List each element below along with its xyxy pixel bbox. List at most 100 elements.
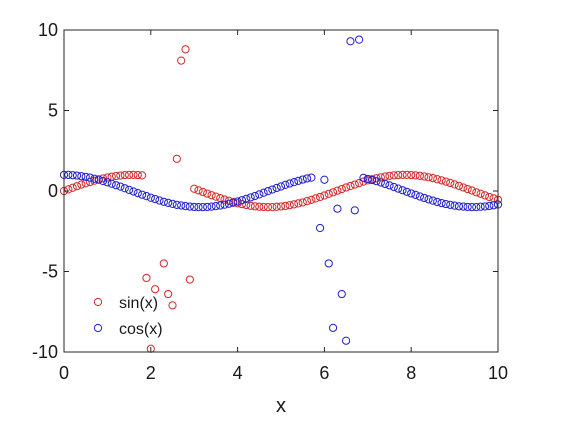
data-point-cos (480, 202, 490, 211)
data-point-cos (394, 184, 403, 193)
data-point-sin (467, 186, 477, 195)
data-point-sin (263, 203, 273, 212)
data-point-cos (159, 197, 168, 206)
data-point-sin (125, 170, 134, 179)
data-point-sin (220, 195, 229, 204)
data-point-sin (342, 183, 351, 192)
data-point-sin (177, 56, 186, 65)
data-point-cos (90, 174, 99, 183)
data-point-sin (120, 170, 129, 180)
data-point-sin (111, 171, 121, 181)
data-point-cos (298, 175, 307, 184)
data-point-sin (259, 202, 268, 212)
data-point-sin (242, 200, 251, 210)
data-point-sin (359, 177, 368, 186)
data-point-cos (415, 192, 424, 201)
data-point-sin (328, 188, 338, 197)
data-point-cos (359, 173, 368, 182)
data-point-cos (307, 173, 316, 182)
data-point-sin (433, 175, 442, 184)
data-point-sin (181, 45, 190, 54)
y-tick-label: -10 (32, 342, 58, 362)
legend-marker-sin (93, 297, 103, 307)
data-point-cos (177, 201, 186, 210)
data-point-cos (446, 200, 455, 209)
data-point-cos (450, 201, 459, 210)
data-point-cos (428, 196, 437, 205)
data-point-cos (151, 194, 160, 204)
data-point-cos (368, 175, 377, 185)
data-point-sin (289, 200, 299, 209)
data-point-sin (307, 195, 316, 204)
data-point-sin (294, 199, 303, 208)
data-point-cos (142, 192, 151, 201)
data-point-cos (172, 200, 181, 209)
data-point-cos (103, 178, 112, 187)
data-point-sin (472, 188, 481, 197)
data-point-cos (342, 336, 351, 345)
x-tick-label: 0 (59, 363, 69, 383)
x-axis-label: x (276, 395, 286, 417)
data-point-cos (259, 188, 268, 197)
data-point-sin (337, 184, 346, 194)
x-tick-label: 6 (319, 363, 329, 383)
data-point-cos (125, 185, 134, 194)
data-point-sin (315, 192, 325, 202)
legend: sin(x) cos(x) (93, 295, 163, 338)
data-point-cos (138, 190, 147, 199)
data-point-cos (242, 194, 251, 203)
data-point-sin (385, 171, 394, 180)
data-point-cos (77, 172, 86, 181)
data-point-sin (268, 203, 277, 212)
data-point-sin (372, 174, 381, 183)
data-point-sin (129, 170, 138, 179)
data-point-cos (281, 180, 290, 189)
data-point-sin (428, 174, 437, 183)
x-tick-label: 10 (488, 363, 508, 383)
data-point-sin (298, 198, 307, 207)
data-point-cos (424, 195, 433, 204)
data-point-cos (116, 182, 125, 191)
data-point-sin (415, 171, 424, 180)
data-point-cos (420, 193, 429, 203)
data-point-cos (289, 178, 299, 187)
data-point-cos (463, 202, 472, 212)
legend-marker-cos (93, 323, 103, 333)
data-point-cos (328, 323, 338, 332)
y-tick-label: -5 (42, 262, 58, 282)
data-point-cos (198, 203, 207, 212)
data-point-cos (94, 175, 103, 184)
data-point-sin (424, 173, 433, 182)
data-point-sin (476, 189, 485, 198)
data-point-sin (485, 192, 494, 202)
data-point-sin (446, 178, 455, 188)
data-point-cos (181, 202, 190, 211)
legend-label-cos: cos(x) (119, 321, 163, 338)
data-point-cos (185, 202, 194, 211)
data-point-cos (98, 176, 108, 186)
data-point-cos (285, 179, 294, 188)
data-point-sin (77, 180, 86, 189)
data-point-sin (190, 184, 199, 193)
data-point-sin (159, 259, 168, 268)
y-tick-label: 0 (48, 181, 58, 201)
data-point-sin (394, 170, 403, 180)
data-point-sin (407, 170, 416, 180)
x-tick-label: 4 (233, 363, 243, 383)
data-point-sin (142, 273, 151, 283)
data-point-cos (64, 170, 73, 179)
data-point-cos (268, 185, 277, 194)
data-point-cos (324, 259, 333, 268)
data-point-cos (250, 191, 260, 201)
data-point-sin (68, 183, 77, 192)
data-point-sin (164, 289, 173, 299)
data-point-sin (203, 189, 212, 198)
data-point-cos (407, 189, 416, 198)
data-point-sin (81, 179, 90, 188)
data-point-cos (190, 202, 199, 212)
data-point-sin (480, 191, 490, 200)
data-point-cos (276, 182, 286, 191)
data-point-cos (85, 173, 95, 182)
data-point-sin (350, 180, 359, 189)
data-point-cos (272, 183, 281, 193)
